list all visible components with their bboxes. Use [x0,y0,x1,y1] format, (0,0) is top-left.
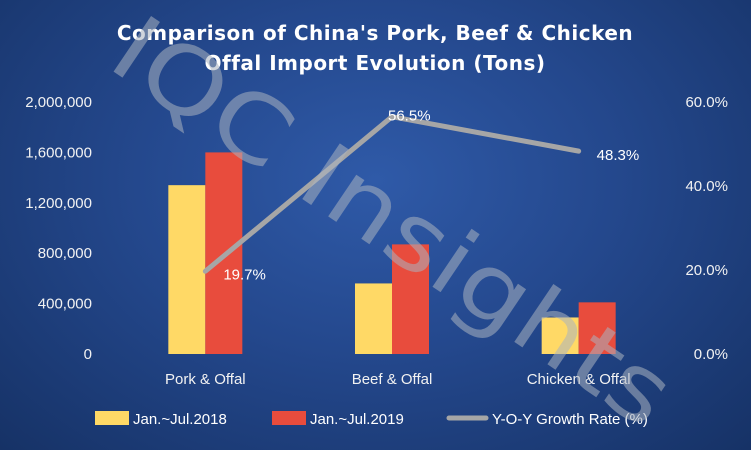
legend-swatch-2019 [272,411,306,425]
y-right-tick-label: 40.0% [685,178,728,195]
y-left-tick-label: 800,000 [38,245,92,262]
category-label: Chicken & Offal [527,371,631,388]
y-right-tick-label: 0.0% [694,346,728,363]
left-axis: 0 400,000 800,000 1,200,000 1,600,000 2,000,0… [25,94,92,363]
bar-2019-2 [578,302,616,354]
legend-swatch-2018 [95,411,129,425]
bar-2018-0 [168,185,206,354]
growth-rate-line [202,114,582,274]
legend-label-2018: Jan.~Jul.2018 [133,411,227,428]
y-left-tick-label: 1,200,000 [25,195,92,212]
category-labels: Pork & Offal Beef & Offal Chicken & Offal [165,371,631,388]
bars-group [168,152,616,354]
y-left-tick-label: 0 [84,346,92,363]
growth-rate-data-label: 19.7% [223,266,266,283]
category-label: Pork & Offal [165,371,246,388]
chart-title-line-1: Comparison of China's Pork, Beef & Chick… [117,21,633,45]
growth-rate-data-label: 56.5% [388,108,431,125]
bar-2019-1 [392,244,429,354]
y-left-tick-label: 2,000,000 [25,94,92,111]
legend-label-growth: Y-O-Y Growth Rate (%) [492,411,648,428]
category-label: Beef & Offal [352,371,433,388]
growth-rate-data-label: 48.3% [597,147,640,164]
chart-title: Comparison of China's Pork, Beef & Chick… [117,21,633,75]
y-right-tick-label: 60.0% [685,94,728,111]
bar-2018-2 [541,317,579,354]
legend: Jan.~Jul.2018 Jan.~Jul.2019 Y-O-Y Growth R… [95,411,648,428]
y-left-tick-label: 400,000 [38,296,92,313]
legend-label-2019: Jan.~Jul.2019 [310,411,404,428]
y-left-tick-label: 1,600,000 [25,144,92,161]
bar-2018-1 [355,283,392,354]
chart-title-line-2: Offal Import Evolution (Tons) [205,51,546,75]
y-right-tick-label: 20.0% [685,262,728,279]
right-axis: 0.0% 20.0% 40.0% 60.0% [685,94,728,363]
growth-line-group: 19.7% 56.5% 48.3% [202,108,640,283]
